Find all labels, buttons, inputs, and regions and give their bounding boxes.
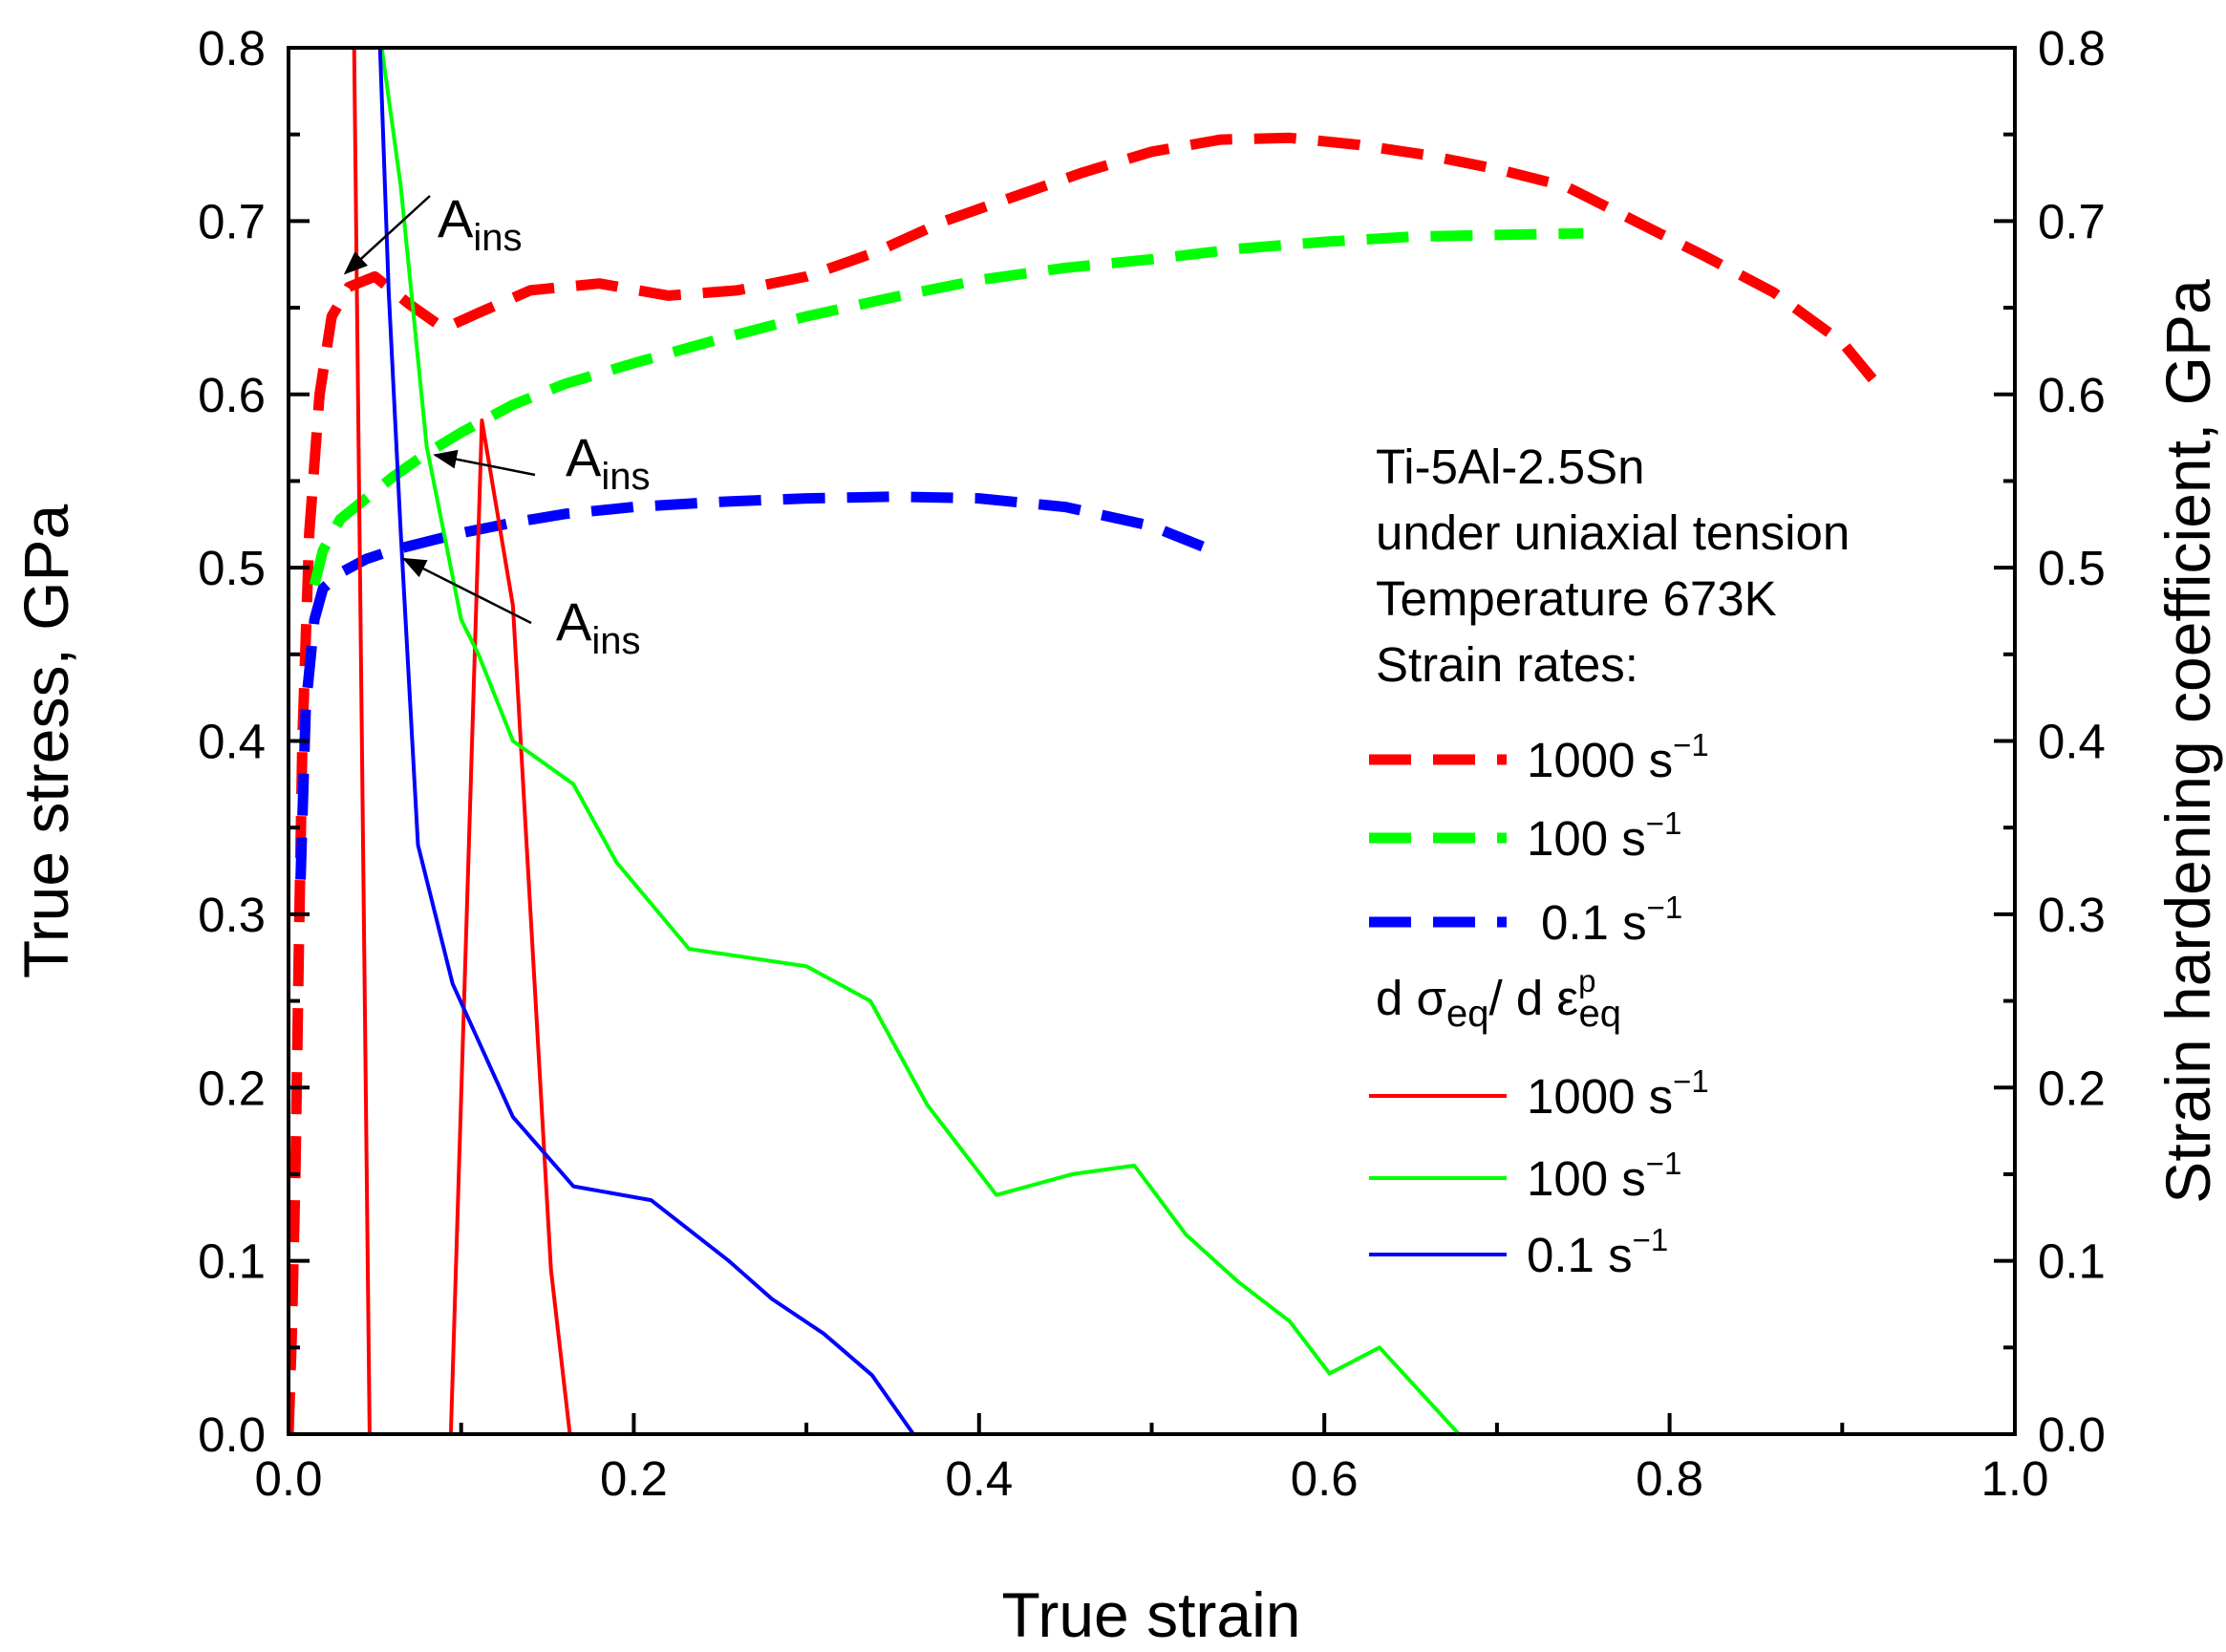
legend-label-hardening-0.1: 0.1 s−1 bbox=[1527, 1222, 1668, 1282]
legend-label-hardening-1000: 1000 s−1 bbox=[1527, 1063, 1709, 1124]
series-line-stress-1000 bbox=[289, 132, 1890, 1434]
x-tick-label: 1.0 bbox=[1981, 1451, 2049, 1506]
y-axis-title: True stress, GPa bbox=[11, 504, 81, 979]
legend: Ti-5Al-2.5Sn under uniaxial tension Temp… bbox=[1369, 440, 1850, 1282]
annotation-arrow bbox=[433, 449, 536, 477]
annotation-arrow bbox=[343, 195, 431, 275]
x-tick-label: 0.4 bbox=[945, 1451, 1013, 1506]
legend-label-stress-1000: 1000 s−1 bbox=[1527, 727, 1709, 787]
series-layer bbox=[289, 48, 1890, 1434]
y-tick-label: 0.8 bbox=[198, 21, 266, 75]
y2-tick-label: 0.7 bbox=[2038, 194, 2106, 248]
legend-header-line: Strain rates: bbox=[1376, 637, 1638, 692]
series-line-stress-0.1 bbox=[295, 491, 1223, 880]
y2-tick-label: 0.5 bbox=[2038, 541, 2106, 595]
y2-tick-label: 0.3 bbox=[2038, 888, 2106, 942]
legend-header-line: under uniaxial tension bbox=[1376, 505, 1850, 560]
legend-header-line: Ti-5Al-2.5Sn bbox=[1376, 440, 1645, 494]
annotation-arrow bbox=[401, 557, 532, 625]
legend-hardening-header: d σeq/ d εp eq bbox=[1376, 963, 1621, 1035]
legend-label-stress-0.1: 0.1 s−1 bbox=[1541, 890, 1682, 950]
y-tick-label: 0.6 bbox=[198, 368, 266, 422]
y2-tick-label: 0.0 bbox=[2038, 1407, 2106, 1462]
y2-tick-label: 0.2 bbox=[2038, 1061, 2106, 1115]
legend-label-hardening-100: 100 s−1 bbox=[1527, 1146, 1681, 1206]
x-tick-label: 0.0 bbox=[255, 1451, 323, 1506]
legend-label-stress-100: 100 s−1 bbox=[1527, 805, 1681, 866]
y-tick-label: 0.0 bbox=[198, 1407, 266, 1462]
x-tick-label: 0.2 bbox=[600, 1451, 668, 1506]
y-tick-label: 0.3 bbox=[198, 888, 266, 942]
series-line-hardening-0.1 bbox=[377, 48, 915, 1434]
y2-tick-label: 0.1 bbox=[2038, 1234, 2106, 1289]
y-tick-label: 0.4 bbox=[198, 715, 266, 769]
annotation-label: Ains bbox=[566, 427, 651, 498]
legend-header-line: Temperature 673K bbox=[1376, 571, 1777, 626]
series-line-hardening-100 bbox=[379, 48, 1461, 1434]
y2-tick-label: 0.4 bbox=[2038, 715, 2106, 769]
y2-tick-label: 0.6 bbox=[2038, 368, 2106, 422]
x-axis-title: True strain bbox=[1002, 1579, 1301, 1650]
y2-tick-label: 0.8 bbox=[2038, 21, 2106, 75]
annotation-label: Ains bbox=[438, 188, 523, 259]
x-tick-label: 0.8 bbox=[1636, 1451, 1703, 1506]
series-line-hardening-1000 bbox=[352, 48, 572, 1434]
y-tick-label: 0.7 bbox=[198, 194, 266, 248]
y-tick-label: 0.5 bbox=[198, 541, 266, 595]
annotation-layer: Ains Ains Ains bbox=[343, 188, 651, 662]
y-tick-label: 0.1 bbox=[198, 1234, 266, 1289]
x-tick-label: 0.6 bbox=[1291, 1451, 1359, 1506]
annotation-label: Ains bbox=[556, 591, 641, 662]
y2-axis-title: Strain hardening coefficient, GPa bbox=[2152, 279, 2223, 1204]
y-tick-label: 0.2 bbox=[198, 1061, 266, 1115]
axis-layer: 0.0 0.2 0.4 0.6 0.8 1.00.00.10.20.30.40.50.60… bbox=[198, 21, 2106, 1506]
